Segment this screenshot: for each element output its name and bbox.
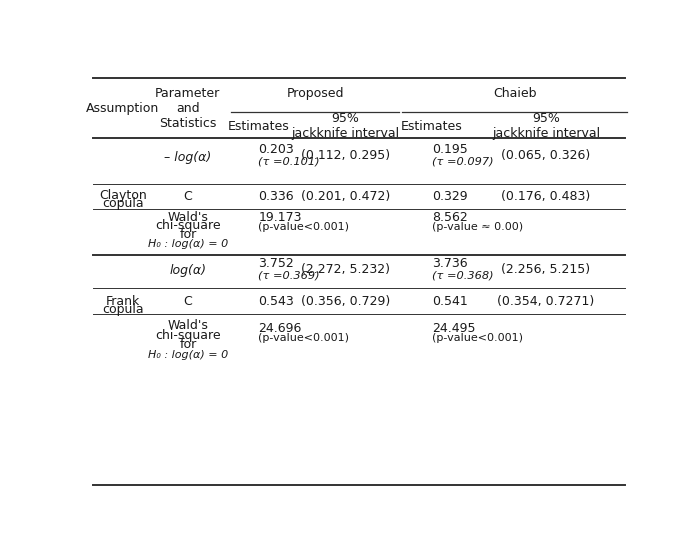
- Text: copula: copula: [102, 197, 144, 211]
- Text: – log(α): – log(α): [164, 151, 211, 164]
- Text: (0.356, 0.729): (0.356, 0.729): [300, 295, 390, 308]
- Text: (0.065, 0.326): (0.065, 0.326): [501, 149, 591, 162]
- Text: log(α): log(α): [169, 264, 206, 277]
- Text: C: C: [183, 295, 192, 308]
- Text: (τ =0.368): (τ =0.368): [432, 270, 493, 280]
- Text: Estimates: Estimates: [401, 120, 463, 133]
- Text: 95%
jackknife interval: 95% jackknife interval: [291, 112, 399, 140]
- Text: Frank: Frank: [106, 295, 140, 308]
- Text: 0.329: 0.329: [432, 190, 468, 203]
- Text: 0.336: 0.336: [258, 190, 294, 203]
- Text: for: for: [179, 338, 197, 351]
- Text: H₀ : log(α) = 0: H₀ : log(α) = 0: [148, 350, 228, 360]
- Text: 0.543: 0.543: [258, 295, 294, 308]
- Text: (p-value<0.001): (p-value<0.001): [258, 333, 349, 343]
- Text: 3.752: 3.752: [258, 257, 294, 270]
- Text: chi-square: chi-square: [155, 329, 220, 342]
- Text: 3.736: 3.736: [432, 257, 468, 270]
- Text: 24.495: 24.495: [432, 321, 475, 334]
- Text: Clayton: Clayton: [99, 189, 146, 202]
- Text: chi-square: chi-square: [155, 220, 220, 232]
- Text: 24.696: 24.696: [258, 321, 302, 334]
- Text: (p-value ≈ 0.00): (p-value ≈ 0.00): [432, 222, 523, 232]
- Text: (τ =0.369): (τ =0.369): [258, 270, 320, 280]
- Text: (0.354, 0.7271): (0.354, 0.7271): [497, 295, 594, 308]
- Text: 95%
jackknife interval: 95% jackknife interval: [492, 112, 600, 140]
- Text: (τ =0.097): (τ =0.097): [432, 156, 493, 166]
- Text: 0.195: 0.195: [432, 143, 468, 156]
- Text: Wald's: Wald's: [167, 211, 209, 224]
- Text: for: for: [179, 227, 197, 241]
- Text: Assumption: Assumption: [86, 102, 160, 115]
- Text: 8.562: 8.562: [432, 211, 468, 224]
- Text: Chaieb: Chaieb: [493, 87, 536, 100]
- Text: 19.173: 19.173: [258, 211, 302, 224]
- Text: (τ =0.101): (τ =0.101): [258, 156, 320, 166]
- Text: (p-value<0.001): (p-value<0.001): [258, 222, 349, 232]
- Text: Estimates: Estimates: [228, 120, 289, 133]
- Text: (0.201, 0.472): (0.201, 0.472): [300, 190, 390, 203]
- Text: Wald's: Wald's: [167, 319, 209, 333]
- Text: (0.176, 0.483): (0.176, 0.483): [501, 190, 591, 203]
- Text: 0.203: 0.203: [258, 143, 294, 156]
- Text: (0.112, 0.295): (0.112, 0.295): [300, 149, 390, 162]
- Text: Proposed: Proposed: [286, 87, 344, 100]
- Text: (2.272, 5.232): (2.272, 5.232): [301, 263, 390, 277]
- Text: H₀ : log(α) = 0: H₀ : log(α) = 0: [148, 239, 228, 249]
- Text: C: C: [183, 190, 192, 203]
- Text: Parameter
and
Statistics: Parameter and Statistics: [155, 87, 220, 130]
- Text: (p-value<0.001): (p-value<0.001): [432, 333, 523, 343]
- Text: (2.256, 5.215): (2.256, 5.215): [501, 263, 591, 277]
- Text: copula: copula: [102, 304, 144, 316]
- Text: 0.541: 0.541: [432, 295, 468, 308]
